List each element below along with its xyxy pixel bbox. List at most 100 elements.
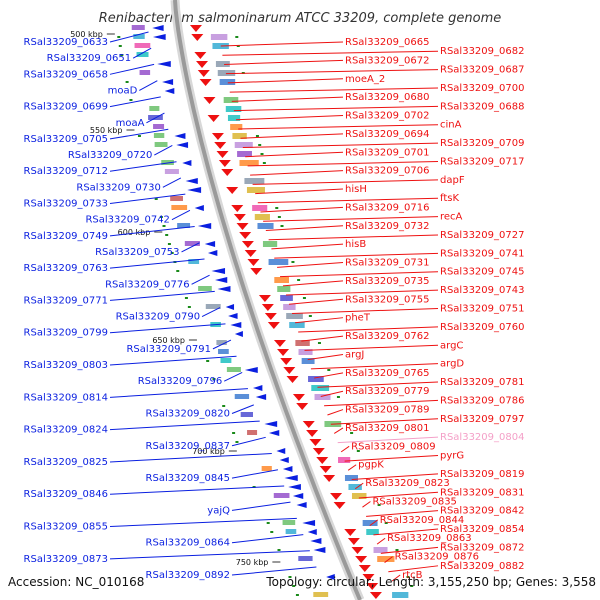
plus-strand-gene [196, 61, 209, 68]
outer-dot [291, 261, 295, 263]
function-track-inner [261, 466, 272, 471]
gene-label: RSal33209_0716 [345, 202, 429, 213]
leader-line [317, 381, 439, 388]
function-track-inner [205, 304, 221, 309]
label-leader-lines [109, 31, 439, 582]
gene-label: RSal33209_0799 [24, 328, 108, 339]
function-track-inner [234, 394, 250, 399]
leader-line [238, 124, 439, 130]
gene-label: RSal33209_0796 [138, 376, 222, 387]
leader-line [132, 47, 152, 59]
plus-strand-gene [221, 169, 234, 176]
outer-dot [277, 216, 281, 218]
gene-label: RSal33209_0846 [24, 489, 108, 500]
plus-strand-gene [283, 367, 296, 374]
leader-line [247, 160, 439, 167]
gene-label: argD [440, 359, 464, 370]
gene-label: RSal33209_0820 [146, 408, 230, 419]
outer-dot [302, 297, 306, 299]
plus-strand-gene [309, 439, 322, 446]
leader-line [227, 78, 344, 84]
leader-line [257, 197, 439, 204]
gene-label: RSal33209_0755 [345, 294, 429, 305]
gene-label: recA [440, 212, 463, 223]
minus-strand-gene [230, 322, 242, 328]
function-track-inner [131, 25, 145, 30]
outer-dot [167, 243, 171, 245]
plus-strand-gene [280, 358, 293, 365]
gene-label: pyrG [440, 451, 464, 462]
gene-label: yajQ [207, 505, 230, 516]
function-track-outer [295, 340, 310, 346]
outer-dot [154, 198, 158, 200]
outer-dot [184, 297, 188, 299]
plus-strand-gene [194, 52, 207, 59]
function-track-inner [164, 169, 179, 174]
gene-label: RSal33209_0882 [440, 561, 524, 572]
outer-dot [137, 135, 141, 137]
minus-strand-gene [182, 160, 192, 166]
gene-label: RSal33209_0781 [440, 377, 524, 388]
minus-strand-gene [284, 475, 298, 481]
function-track-outer [268, 259, 289, 265]
plus-strand-gene [191, 34, 204, 41]
plus-strand-gene [351, 547, 364, 554]
function-track-outer [366, 529, 379, 535]
outer-dot [270, 531, 274, 533]
kbp-tick-label: 500 kbp [70, 30, 103, 39]
outer-dot [410, 585, 414, 587]
leader-line [109, 388, 248, 398]
leader-line [225, 69, 439, 75]
plus-strand-gene [258, 295, 271, 302]
leader-line [109, 258, 205, 269]
outer-dot [212, 378, 216, 380]
minus-strand-gene [288, 484, 301, 490]
outer-dot [235, 36, 239, 38]
outer-dot [125, 81, 129, 83]
outer-dot [292, 585, 296, 587]
function-track-inner [247, 430, 258, 435]
function-track-outer [252, 205, 268, 211]
function-track-outer [280, 295, 293, 301]
outer-dot [262, 162, 266, 164]
function-track-outer [225, 106, 242, 112]
gene-label: RSal33209_0742 [85, 215, 169, 226]
gene-label: RSal33209_0741 [440, 248, 524, 259]
leader-line [223, 372, 243, 382]
plus-strand-gene [323, 475, 336, 482]
gene-label: RSal33209_0733 [24, 199, 108, 210]
function-track-outer [392, 592, 409, 598]
gene-label: RSal33209_0892 [146, 570, 230, 581]
gene-label: RSal33209_0680 [345, 92, 429, 103]
minus-strand-gene [234, 331, 243, 337]
function-track-inner [218, 349, 229, 354]
outer-dot [258, 144, 262, 146]
leader-line [310, 363, 439, 370]
plus-strand-gene [241, 241, 254, 248]
plus-strand-gene [236, 223, 249, 230]
gene-label: RSal33209_0702 [345, 111, 429, 122]
minus-strand-gene [282, 466, 293, 472]
gene-label: RSal33209_0720 [68, 150, 152, 161]
feature-tracks [117, 25, 414, 599]
function-track-inner [216, 340, 227, 345]
function-track-outer [301, 358, 315, 364]
leader-line [220, 41, 344, 47]
gene-label: argJ [345, 349, 364, 360]
leader-line [307, 353, 344, 361]
gene-label: RSal33209_0712 [24, 166, 108, 177]
function-track-inner [313, 592, 329, 597]
topology-text: Topology: circular; Length: 3,155,250 bp… [265, 575, 596, 589]
minus-strand-gene [225, 304, 235, 310]
minus-strand-gene [276, 448, 286, 454]
leader-line [201, 307, 221, 318]
leader-line [245, 151, 344, 158]
function-track-outer [227, 115, 241, 121]
gene-label: hisB [345, 239, 366, 250]
leader-line [154, 145, 173, 156]
leader-line [366, 510, 439, 517]
leader-line [109, 193, 186, 205]
leader-line [250, 170, 344, 176]
leader-line [235, 115, 344, 121]
gene-label: RSal33209_0651 [47, 53, 131, 64]
